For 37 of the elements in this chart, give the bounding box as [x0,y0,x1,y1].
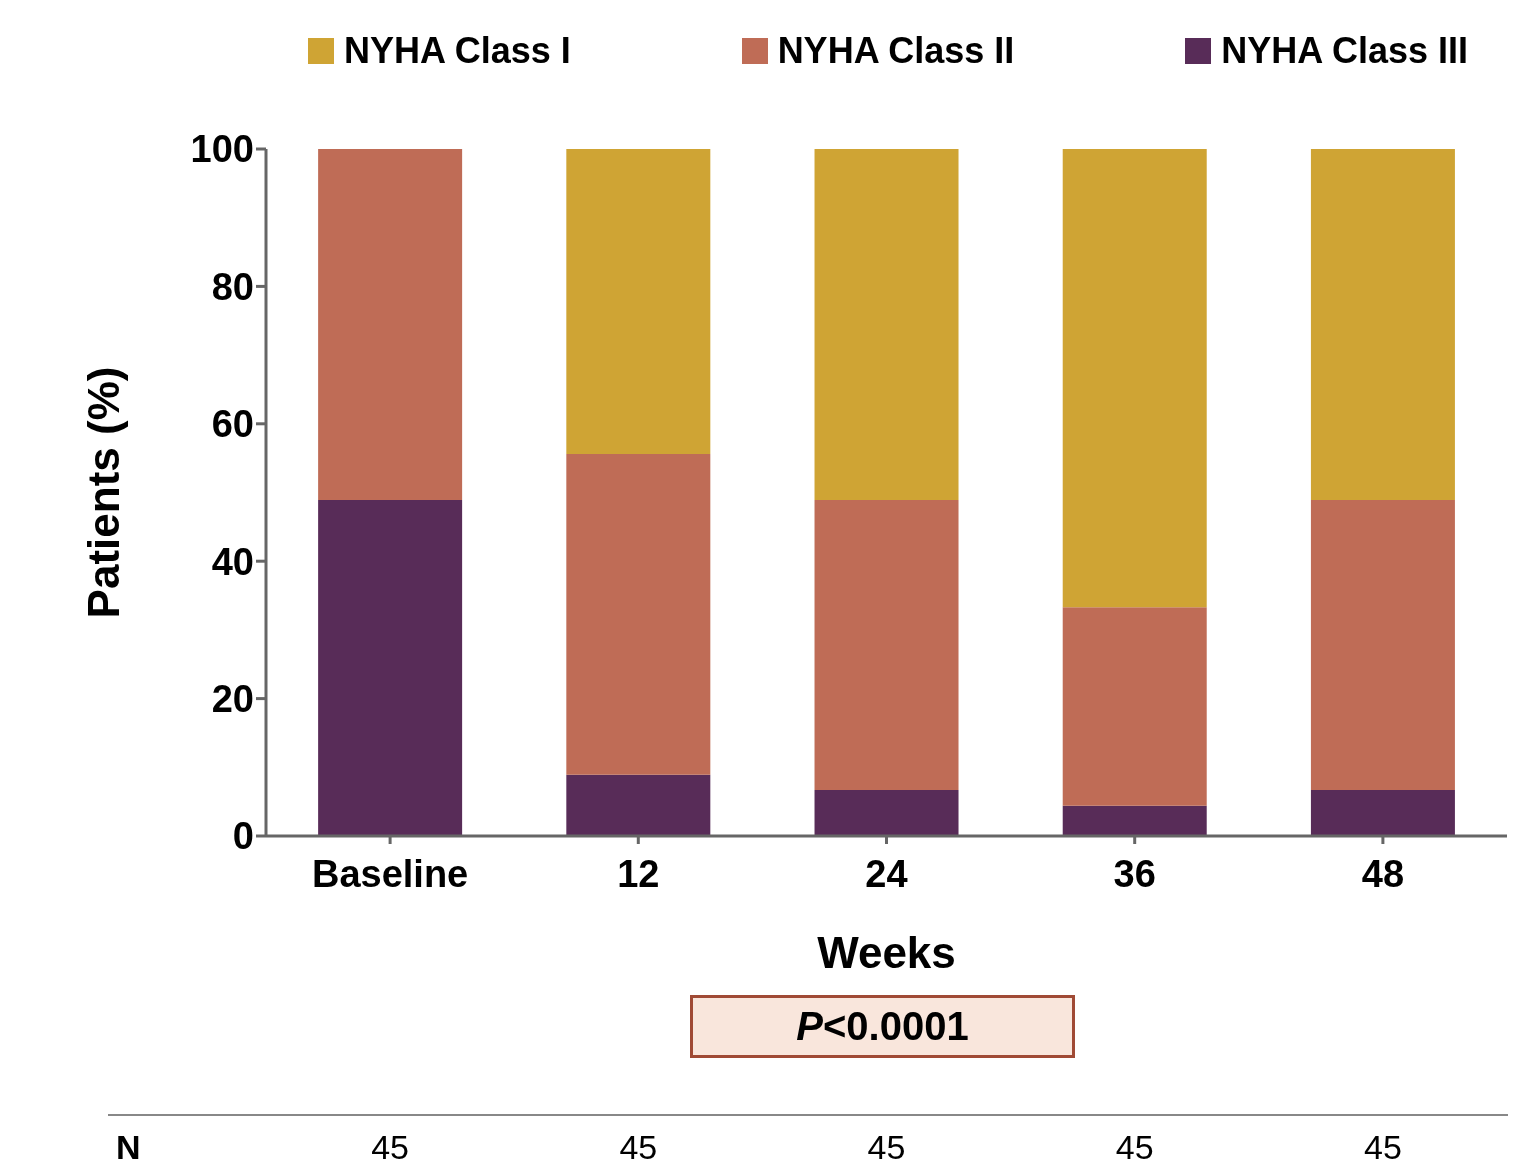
y-tick-label: 80 [211,265,254,308]
legend-label: NYHA Class I [344,30,571,72]
bar [814,149,959,501]
text: 45 [1114,1128,1155,1167]
text: 45 [618,1128,659,1167]
bar [1310,789,1455,836]
bar [566,454,711,775]
bar [566,149,711,455]
text: 45 [370,1128,410,1167]
bar [814,500,959,790]
y-axis-title: Patients (%) [78,366,128,619]
x-tick-label: 12 [617,852,660,895]
y-tick-label: 0 [232,815,254,858]
legend-label: NYHA Class III [1221,30,1468,72]
bar [1310,149,1455,501]
bar [566,774,711,836]
x-tick-label: 36 [1113,852,1156,895]
x-tick-label: 48 [1361,852,1405,895]
bar [814,789,959,836]
bar [1062,805,1207,836]
bar [1310,500,1455,790]
y-tick-label: 100 [190,128,254,171]
bar [1062,607,1207,806]
x-tick-label: Baseline [311,852,469,895]
x-axis-title: Weeks [817,928,956,977]
y-tick-label: 20 [211,678,254,721]
y-tick-label: 40 [211,540,254,583]
bar [1062,149,1207,608]
text: 45 [866,1128,907,1167]
y-tick-label: 60 [211,403,254,446]
bar [318,500,463,836]
text: P<0.0001 [796,1004,969,1049]
legend-label: NYHA Class II [777,30,1015,72]
bar [318,149,463,501]
text: N [116,1128,141,1167]
text: 45 [1362,1128,1403,1167]
x-tick-label: 24 [865,852,908,895]
